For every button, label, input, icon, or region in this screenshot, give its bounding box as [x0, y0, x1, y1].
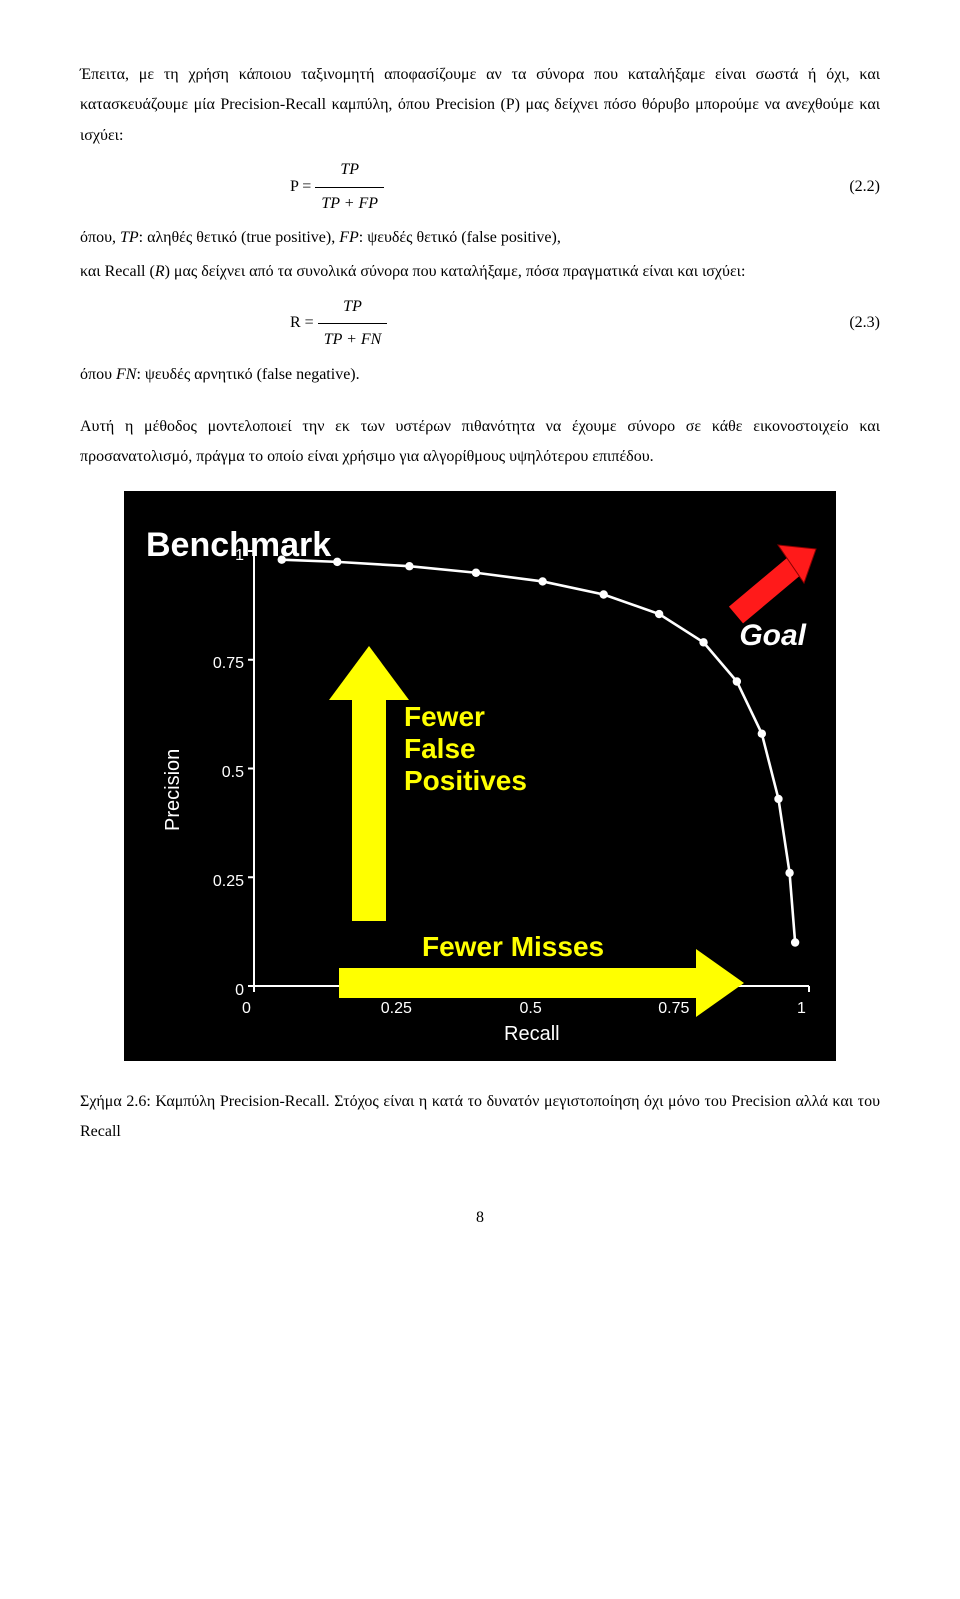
paragraph-1: Έπειτα, με τη χρήση κάποιου ταξινομητή α… — [80, 60, 880, 151]
eq2-den: TP + FN — [318, 323, 388, 355]
eq1-den: TP + FP — [315, 187, 384, 219]
y-tick: 0.25 — [213, 867, 244, 897]
eq1-num: TP — [334, 155, 365, 186]
precision-recall-chart: Benchmark Goal Precision Recall FewerFal… — [124, 491, 836, 1061]
x-tick: 0.25 — [381, 994, 412, 1024]
x-tick: 0.5 — [520, 994, 542, 1024]
eq2-fraction: TP TP + FN — [318, 292, 388, 356]
paragraph-4: όπου FN: ψευδές αρνητικό (false negative… — [80, 360, 880, 390]
goal-label: Goal — [739, 607, 806, 664]
y-tick: 1 — [235, 541, 244, 571]
paragraph-5: Αυτή η μέθοδος μοντελοποιεί την εκ των υ… — [80, 412, 880, 473]
fewer-false-positives-label: FewerFalsePositives — [404, 701, 527, 798]
eq2-lhs: R = — [290, 308, 314, 338]
y-tick: 0 — [235, 976, 244, 1006]
eq1-fraction: TP TP + FP — [315, 155, 384, 219]
eq2-tag: (2.3) — [820, 308, 880, 338]
equation-precision: P = TP TP + FP (2.2) — [80, 155, 880, 219]
figure-caption: Σχήμα 2.6: Καμπύλη Precision-Recall. Στό… — [80, 1087, 880, 1148]
y-axis-title: Precision — [154, 748, 192, 830]
y-tick: 0.75 — [213, 649, 244, 679]
page-number: 8 — [80, 1203, 880, 1233]
fewer-misses-label: Fewer Misses — [422, 931, 604, 963]
paragraph-2: όπου, TP: αληθές θετικό (true positive),… — [80, 223, 880, 253]
eq1-tag: (2.2) — [820, 172, 880, 202]
para1-text: Έπειτα, με τη χρήση κάποιου ταξινομητή α… — [80, 66, 880, 144]
x-tick: 1 — [797, 994, 806, 1024]
x-tick: 0.75 — [658, 994, 689, 1024]
equation-recall: R = TP TP + FN (2.3) — [80, 292, 880, 356]
eq1-lhs: P = — [290, 172, 311, 202]
paragraph-3: και Recall (R) μας δείχνει από τα συνολι… — [80, 257, 880, 287]
y-tick: 0.5 — [222, 758, 244, 788]
eq2-num: TP — [337, 292, 368, 323]
